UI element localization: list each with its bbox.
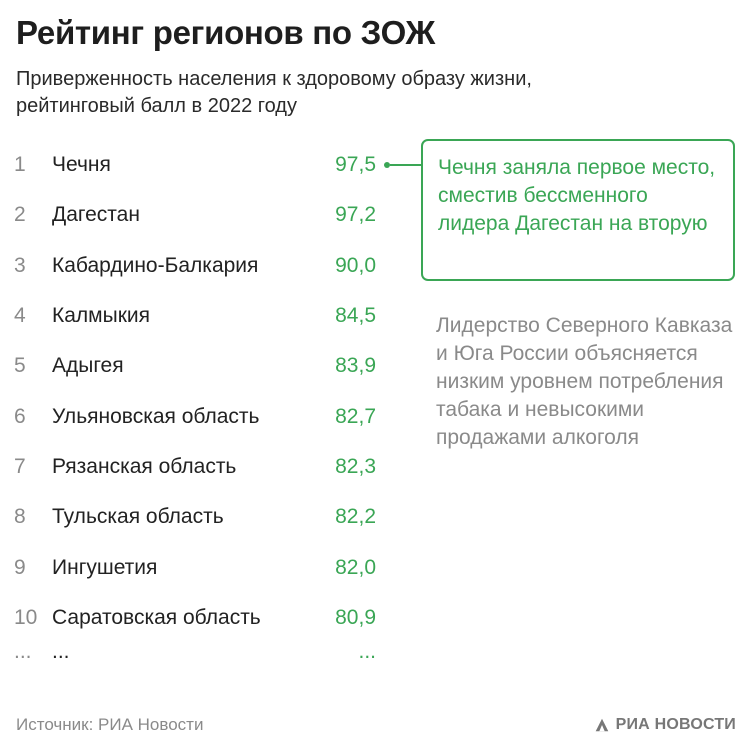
region-score: 97,5 xyxy=(335,153,376,176)
rank-number: 1 xyxy=(14,153,26,176)
rank-number: 5 xyxy=(14,354,26,377)
logo-text: РИА НОВОСТИ xyxy=(615,716,736,733)
region-name: Дагестан xyxy=(52,203,140,226)
callout-connector-line xyxy=(390,164,422,166)
explanation-note: Лидерство Северного Кавказа и Юга России… xyxy=(436,314,733,449)
region-score: ... xyxy=(358,640,376,663)
rank-number: 3 xyxy=(14,254,26,277)
region-name: Чечня xyxy=(52,153,111,176)
rank-number: ... xyxy=(14,640,32,663)
page-title: Рейтинг регионов по ЗОЖ xyxy=(16,14,436,51)
region-name: Адыгея xyxy=(52,354,124,377)
rank-number: 2 xyxy=(14,203,26,226)
region-name: Кабардино-Балкария xyxy=(52,254,259,277)
region-score: 97,2 xyxy=(335,203,376,226)
region-score: 80,9 xyxy=(335,606,376,629)
region-name: Ульяновская область xyxy=(52,405,260,428)
region-score: 82,0 xyxy=(335,556,376,579)
region-score: 83,9 xyxy=(335,354,376,377)
rank-number: 10 xyxy=(14,606,38,629)
rank-number: 4 xyxy=(14,304,26,327)
source-text: Источник: РИА Новости xyxy=(16,715,204,734)
region-score: 82,7 xyxy=(335,405,376,428)
rank-number: 7 xyxy=(14,455,26,478)
rank-number: 6 xyxy=(14,405,26,428)
rank-number: 9 xyxy=(14,556,26,579)
region-name: Саратовская область xyxy=(52,606,261,629)
region-name: Тульская область xyxy=(52,505,224,528)
region-name: ... xyxy=(52,640,70,663)
region-score: 82,3 xyxy=(335,455,376,478)
callout-box: Чечня заняла первое место, сместив бессм… xyxy=(421,139,735,281)
page-subtitle: Приверженность населения к здоровому обр… xyxy=(16,68,532,117)
region-score: 90,0 xyxy=(335,254,376,277)
region-name: Рязанская область xyxy=(52,455,237,478)
ria-logo-icon xyxy=(595,718,608,732)
callout-connector-dot xyxy=(384,162,390,168)
rank-number: 8 xyxy=(14,505,26,528)
region-name: Ингушетия xyxy=(52,556,158,579)
callout-text: Чечня заняла первое место, сместив бессм… xyxy=(438,156,716,235)
ria-logo: РИА НОВОСТИ xyxy=(593,716,736,734)
region-name: Калмыкия xyxy=(52,304,150,327)
region-score: 82,2 xyxy=(335,505,376,528)
region-score: 84,5 xyxy=(335,304,376,327)
